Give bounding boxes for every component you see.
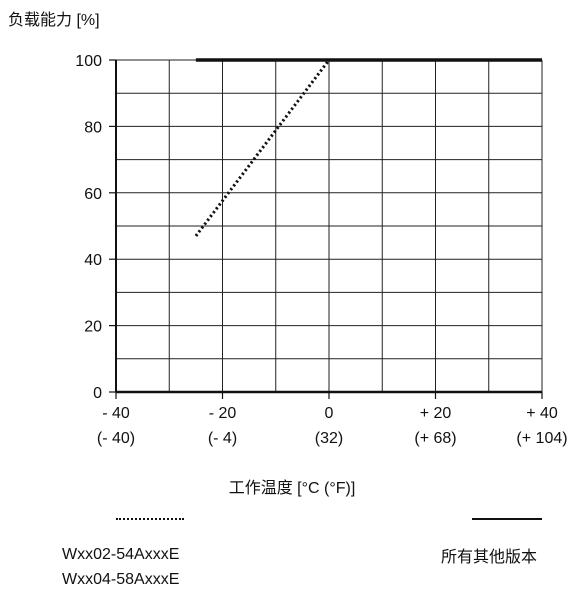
y-tick-label: 20: [84, 319, 102, 336]
y-tick-label: 80: [84, 119, 102, 136]
x-tick-sublabel: (32): [315, 430, 343, 447]
y-tick-label: 0: [93, 385, 102, 402]
x-tick-sublabel: (- 40): [97, 430, 135, 447]
legend-dotted-label-line-1: Wxx02-54AxxxE: [62, 546, 180, 563]
x-tick-label: - 20: [209, 405, 237, 422]
y-tick-label: 100: [75, 53, 102, 70]
x-tick-label: + 20: [420, 405, 452, 422]
x-tick-label: 0: [325, 405, 334, 422]
y-tick-label: 60: [84, 186, 102, 203]
x-tick-label: - 40: [102, 405, 130, 422]
legend-dotted-line-sample: [116, 518, 184, 520]
series-dotted-line: [194, 59, 331, 237]
legend-solid-line-sample: [472, 518, 542, 520]
x-tick-label: + 40: [526, 405, 558, 422]
y-axis-label: 负载能力 [%]: [8, 12, 100, 29]
x-tick-sublabel: (- 4): [208, 430, 237, 447]
y-tick-label: 40: [84, 252, 102, 269]
x-tick-sublabel: (+ 68): [414, 430, 456, 447]
x-tick-sublabel: (+ 104): [516, 430, 567, 447]
legend-solid-label: 所有其他版本: [441, 549, 538, 566]
legend-dotted-label: Wxx02-54AxxxE Wxx04-58AxxxE: [62, 542, 179, 592]
legend-dotted-label-line-2: Wxx04-58AxxxE: [62, 571, 180, 588]
x-axis-label: 工作温度 [°C (°F)]: [228, 480, 356, 497]
